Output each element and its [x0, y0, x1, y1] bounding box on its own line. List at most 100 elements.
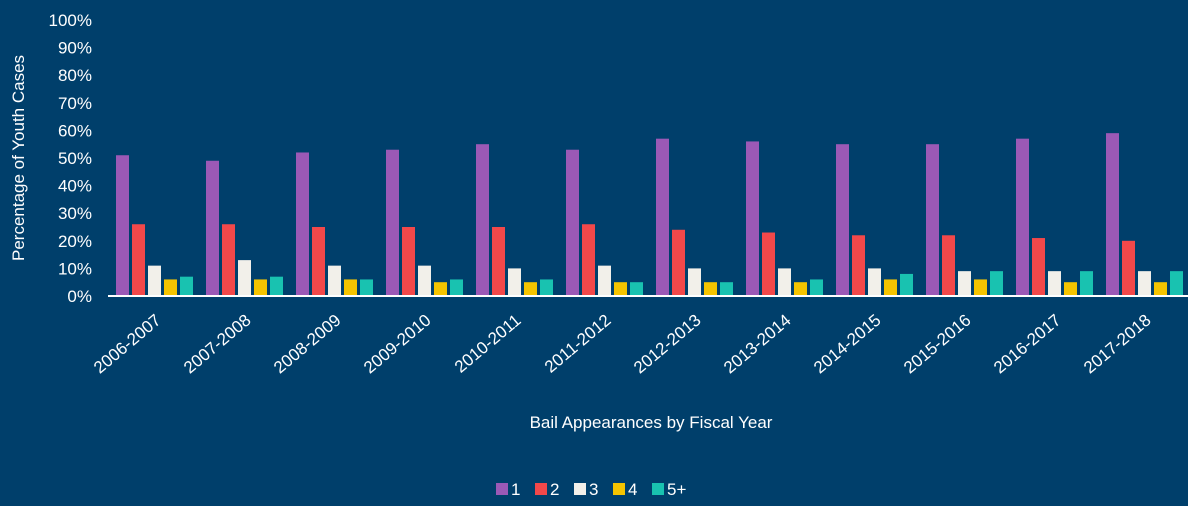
x-tick-label: 2010-2011 — [451, 311, 525, 377]
bar-series-4 — [614, 282, 627, 296]
x-tick-label: 2011-2012 — [541, 311, 615, 377]
bar-series-3 — [778, 268, 791, 296]
bar-series-2 — [492, 227, 505, 296]
bar-series-1 — [836, 144, 849, 296]
x-tick-label: 2006-2007 — [90, 311, 165, 378]
bar-series-4 — [974, 279, 987, 296]
bar-series-1 — [1106, 133, 1119, 296]
bar-series-3 — [508, 268, 521, 296]
bar-series-2 — [132, 224, 145, 296]
y-tick-label: 10% — [58, 259, 92, 278]
x-tick-label: 2013-2014 — [720, 311, 795, 378]
bar-series-2 — [762, 232, 775, 296]
bar-series-1 — [656, 138, 669, 296]
bar-series-5plus — [900, 273, 913, 296]
bar-series-1 — [746, 141, 759, 296]
legend-label: 3 — [589, 480, 598, 499]
bar-series-5plus — [720, 282, 733, 296]
bar-series-1 — [926, 144, 939, 296]
x-tick-label: 2008-2009 — [270, 311, 345, 378]
bar-series-2 — [312, 227, 325, 296]
bar-series-3 — [868, 268, 881, 296]
bar-series-1 — [566, 149, 579, 296]
y-axis-title: Percentage of Youth Cases — [9, 55, 28, 261]
legend-label: 4 — [628, 480, 637, 499]
bar-series-3 — [328, 265, 341, 296]
y-axis-ticks: 0% 10% 20% 30% 40% 50% 60% 70% 80% 90% 100% — [49, 11, 92, 306]
y-tick-label: 100% — [49, 11, 92, 30]
bar-series-5plus — [180, 276, 193, 296]
y-tick-label: 80% — [58, 66, 92, 85]
bar-series-3 — [688, 268, 701, 296]
bar-series-4 — [1154, 282, 1167, 296]
bar-series-3 — [958, 271, 971, 296]
y-tick-label: 30% — [58, 204, 92, 223]
bars — [116, 133, 1183, 296]
bar-series-3 — [1138, 271, 1151, 296]
bar-series-2 — [672, 229, 685, 296]
bar-series-4 — [794, 282, 807, 296]
bar-series-2 — [222, 224, 235, 296]
bar-series-2 — [852, 235, 865, 296]
bar-series-5plus — [450, 279, 463, 296]
bar-series-3 — [238, 260, 251, 296]
legend-swatch — [613, 483, 625, 495]
x-axis-title: Bail Appearances by Fiscal Year — [530, 413, 773, 432]
x-tick-label: 2012-2013 — [630, 311, 705, 378]
bar-series-1 — [206, 160, 219, 296]
bar-series-5plus — [990, 271, 1003, 296]
bar-series-5plus — [1080, 271, 1093, 296]
bar-series-2 — [402, 227, 415, 296]
bar-series-5plus — [630, 282, 643, 296]
bar-series-3 — [1048, 271, 1061, 296]
legend: 1 2 3 4 5+ — [496, 480, 686, 499]
bar-series-5plus — [360, 279, 373, 296]
bar-series-3 — [418, 265, 431, 296]
x-tick-label: 2015-2016 — [900, 311, 975, 378]
y-tick-label: 40% — [58, 177, 92, 196]
legend-swatch — [652, 483, 664, 495]
bar-series-4 — [164, 279, 177, 296]
legend-swatch — [496, 483, 508, 495]
x-tick-label: 2016-2017 — [990, 311, 1065, 378]
y-tick-label: 90% — [58, 39, 92, 58]
bar-series-4 — [704, 282, 717, 296]
bar-series-1 — [1016, 138, 1029, 296]
y-tick-label: 50% — [58, 149, 92, 168]
y-tick-label: 0% — [67, 287, 92, 306]
bar-series-2 — [1032, 238, 1045, 296]
bar-series-1 — [476, 144, 489, 296]
bar-series-4 — [524, 282, 537, 296]
bar-series-4 — [1064, 282, 1077, 296]
bar-series-1 — [296, 152, 309, 296]
legend-label: 5+ — [667, 480, 686, 499]
y-tick-label: 60% — [58, 121, 92, 140]
bar-series-2 — [1122, 240, 1135, 296]
bar-series-5plus — [540, 279, 553, 296]
legend-swatch — [535, 483, 547, 495]
bar-series-3 — [148, 265, 161, 296]
x-axis-ticks: 2006-2007 2007-2008 2008-2009 2009-2010 2010… — [90, 311, 1155, 378]
legend-label: 1 — [511, 480, 520, 499]
bar-series-1 — [116, 155, 129, 296]
bar-series-4 — [884, 279, 897, 296]
bar-series-5plus — [810, 279, 823, 296]
x-tick-label: 2007-2008 — [180, 311, 255, 378]
bar-series-5plus — [270, 276, 283, 296]
legend-label: 2 — [550, 480, 559, 499]
bar-series-2 — [942, 235, 955, 296]
legend-swatch — [574, 483, 586, 495]
bar-series-5plus — [1170, 271, 1183, 296]
y-tick-label: 20% — [58, 232, 92, 251]
bar-series-4 — [344, 279, 357, 296]
x-tick-label: 2017-2018 — [1080, 311, 1155, 378]
x-tick-label: 2014-2015 — [810, 311, 885, 378]
bar-series-4 — [434, 282, 447, 296]
x-tick-label: 2009-2010 — [360, 311, 435, 378]
bar-series-1 — [386, 149, 399, 296]
bar-series-2 — [582, 224, 595, 296]
bar-series-4 — [254, 279, 267, 296]
y-tick-label: 70% — [58, 94, 92, 113]
